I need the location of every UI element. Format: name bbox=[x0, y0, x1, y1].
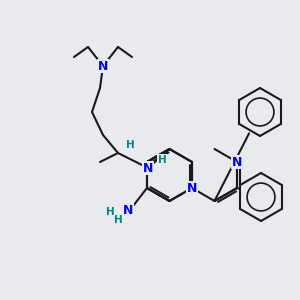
Text: N: N bbox=[143, 161, 153, 175]
Text: N: N bbox=[187, 182, 197, 194]
Text: H: H bbox=[106, 207, 114, 217]
Text: N: N bbox=[232, 155, 242, 169]
Text: N: N bbox=[123, 203, 133, 217]
Text: H: H bbox=[158, 155, 166, 165]
Text: H: H bbox=[114, 215, 122, 225]
Text: N: N bbox=[98, 59, 108, 73]
Text: H: H bbox=[126, 140, 134, 150]
